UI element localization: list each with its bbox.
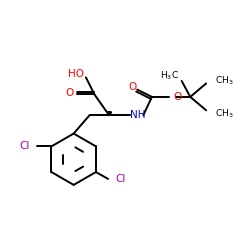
Text: NH: NH <box>130 110 146 120</box>
Text: CH$_3$: CH$_3$ <box>215 107 233 120</box>
Text: H$_3$C: H$_3$C <box>160 69 179 82</box>
Text: HO: HO <box>68 69 84 79</box>
Text: CH$_3$: CH$_3$ <box>215 74 233 87</box>
Text: Cl: Cl <box>20 142 30 152</box>
Text: O: O <box>129 82 137 92</box>
Text: O: O <box>173 92 182 102</box>
Text: Cl: Cl <box>115 174 125 184</box>
Text: O: O <box>65 88 73 99</box>
